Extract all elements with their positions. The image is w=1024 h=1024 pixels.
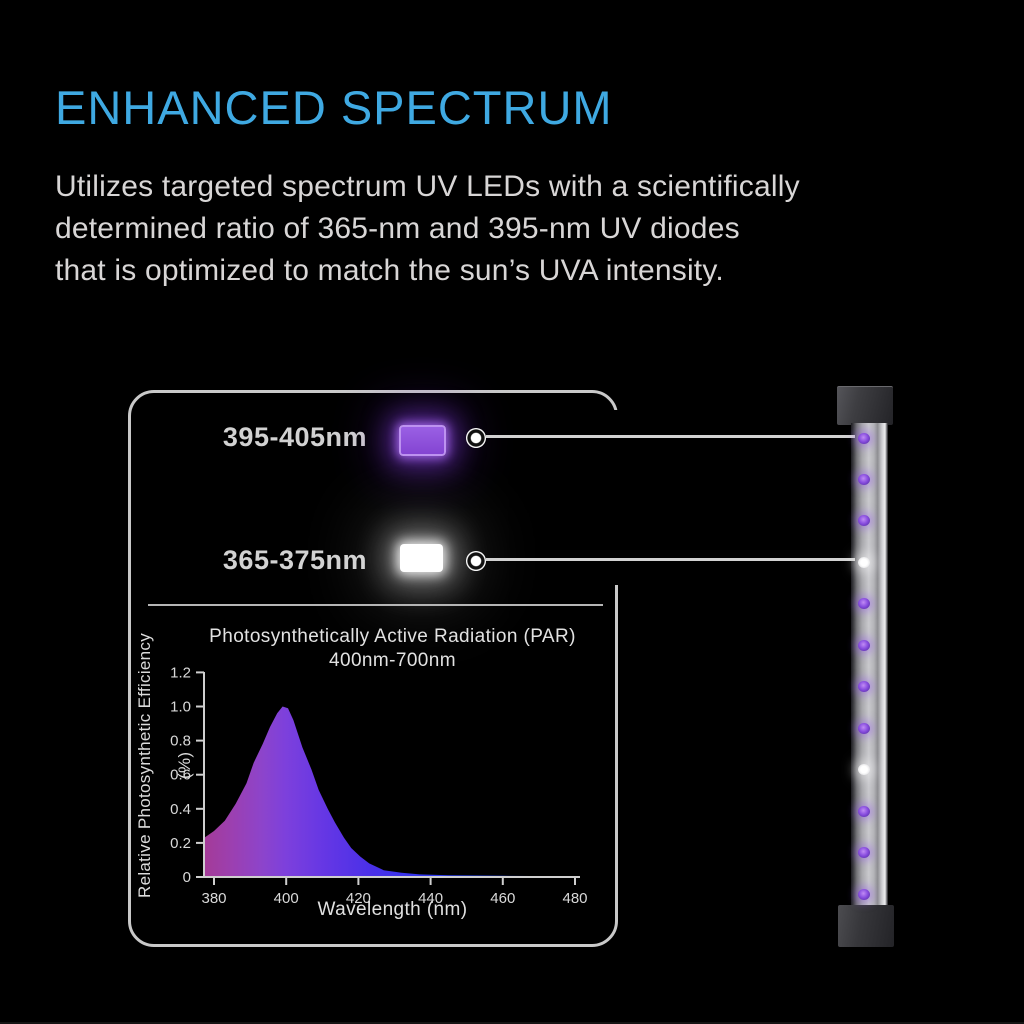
- led-395nm-icon: [858, 681, 870, 693]
- y-tick-label: 1.0: [170, 699, 191, 716]
- par-spectrum-chart: 1.2 1.0 0.8 0.6 0.4 0.2 0 380 400 420 440 460 480: [170, 664, 587, 907]
- y-tick-label: 0.8: [170, 733, 191, 750]
- led-395nm-icon: [858, 639, 870, 651]
- uv-swatch-395-405: [399, 425, 446, 456]
- led-395nm-icon: [858, 847, 870, 858]
- led-395nm-icon: [858, 888, 870, 900]
- chart-x-axis-label: Wavelength (nm): [317, 899, 468, 920]
- y-tick-label: 1.2: [170, 664, 191, 681]
- x-tick-label: 400: [274, 890, 299, 907]
- led-365nm-icon: [858, 556, 870, 568]
- x-tick-label: 420: [346, 890, 371, 907]
- body-text-line: determined ratio of 365-nm and 395-nm UV…: [55, 212, 740, 245]
- spectrum-panel-frame: [128, 390, 618, 947]
- chart-title: Photosynthetically Active Radiation (PAR…: [205, 625, 580, 673]
- y-tick-label: 0.4: [170, 801, 191, 818]
- y-tick-label: 0.6: [170, 767, 191, 784]
- uv-swatch-365-375: [400, 544, 443, 572]
- y-tick-label: 0.2: [170, 835, 191, 852]
- led-365nm-icon: [858, 764, 870, 776]
- led-395nm-icon: [858, 722, 870, 734]
- led-bar-end-cap-bottom: [838, 905, 894, 947]
- led-bar-end-cap-top: [837, 386, 893, 425]
- led-395nm-icon: [858, 432, 870, 444]
- x-tick-label: 440: [418, 890, 443, 907]
- callout-line: [486, 558, 855, 561]
- chart-title-line2: 400nm-700nm: [329, 650, 456, 671]
- page-title: ENHANCED SPECTRUM: [55, 81, 613, 134]
- callout-marker-icon: [466, 428, 486, 448]
- chart-y-axis-label: Relative Photosynthetic Efficiency (%): [135, 632, 194, 898]
- panel-border-gap: [612, 410, 624, 585]
- led-395nm-icon: [858, 598, 870, 610]
- callout-line: [486, 435, 855, 438]
- panel-divider: [148, 604, 603, 606]
- led-395nm-icon: [858, 473, 870, 485]
- uv-range-label-365-375: 365-375nm: [222, 545, 367, 575]
- y-tick-label: 0: [183, 869, 191, 886]
- image-bottom-edge: [0, 1022, 1024, 1024]
- led-light-bar: [851, 423, 888, 907]
- body-text-line: that is optimized to match the sun’s UVA…: [55, 254, 724, 287]
- callout-marker-icon: [466, 551, 486, 571]
- led-395nm-icon: [858, 805, 870, 817]
- x-tick-label: 380: [201, 890, 226, 907]
- chart-title-line1: Photosynthetically Active Radiation (PAR…: [209, 626, 576, 647]
- body-text-line: Utilizes targeted spectrum UV LEDs with …: [55, 170, 800, 203]
- x-tick-label: 460: [490, 890, 515, 907]
- spectrum-area: [204, 706, 575, 877]
- uv-range-label-395-405: 395-405nm: [222, 422, 367, 452]
- led-395nm-icon: [858, 515, 870, 527]
- x-tick-label: 480: [562, 890, 587, 907]
